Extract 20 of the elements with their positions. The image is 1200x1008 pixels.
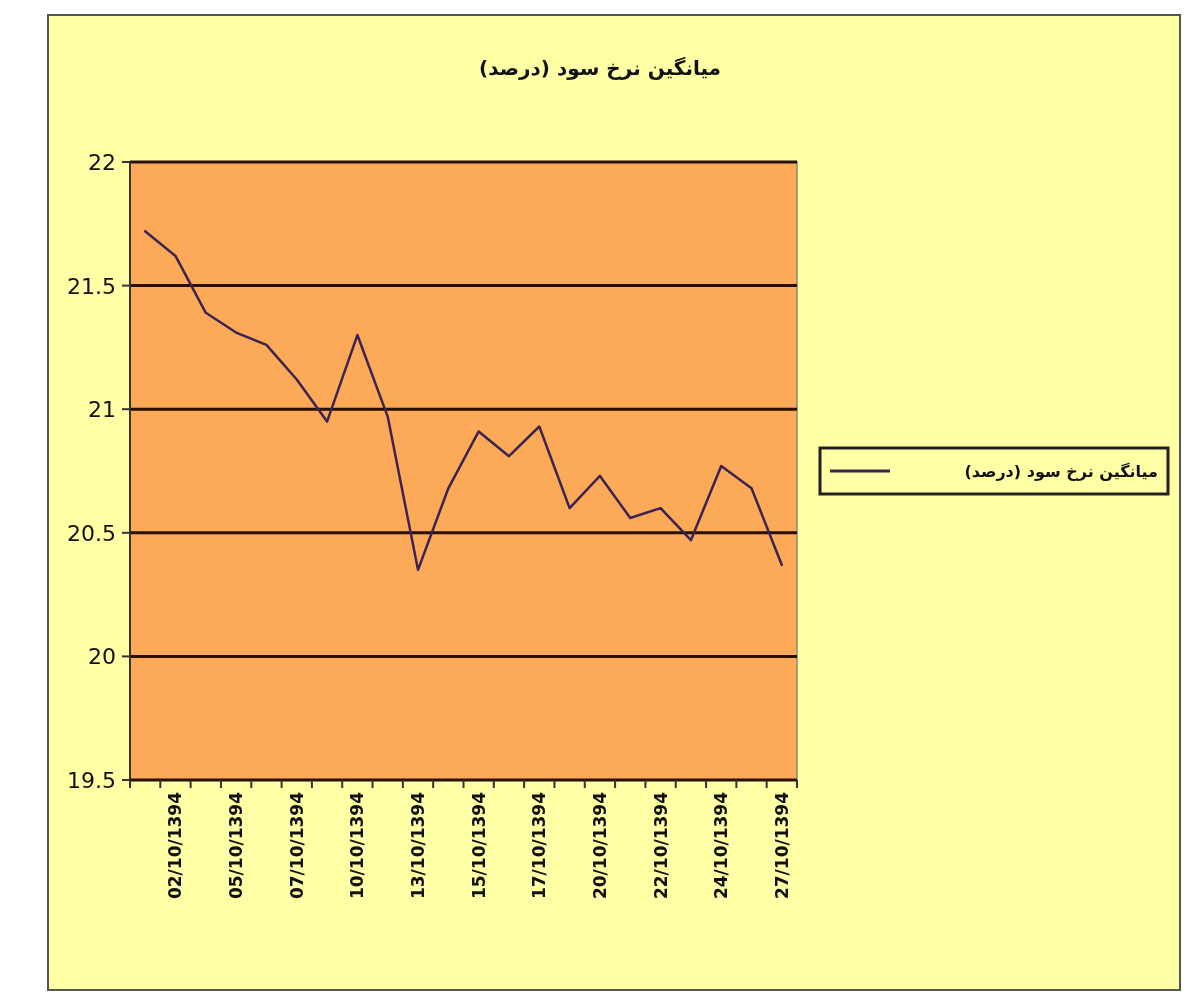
y-tick-label: 22 <box>88 150 116 175</box>
x-tick-label: 13/10/1394 <box>408 791 429 900</box>
x-tick-label: 17/10/1394 <box>529 791 550 900</box>
y-tick-label: 19.5 <box>67 768 116 793</box>
line-series <box>143 229 784 572</box>
y-tick-label: 21 <box>88 397 116 423</box>
x-tick-label: 07/10/1394 <box>286 791 307 900</box>
x-tick-label: 15/10/1394 <box>468 791 489 900</box>
x-tick-label: 02/10/1394 <box>165 791 186 900</box>
x-tick-label: 20/10/1394 <box>589 791 610 900</box>
y-tick-label: 20.5 <box>67 520 116 546</box>
legend: میانگین نرخ سود (درصد) <box>818 446 1170 496</box>
x-tick-label: 10/10/1394 <box>347 791 368 900</box>
x-tick-label: 24/10/1394 <box>711 791 732 900</box>
y-tick-label: 21.5 <box>67 273 116 299</box>
x-tick-label: 22/10/1394 <box>650 791 671 900</box>
y-tick-label: 20 <box>88 644 116 670</box>
x-tick-label: 27/10/1394 <box>771 791 792 900</box>
x-tick-label: 05/10/1394 <box>226 791 247 900</box>
chart-title: میانگین نرخ سود (درصد) <box>478 56 722 80</box>
